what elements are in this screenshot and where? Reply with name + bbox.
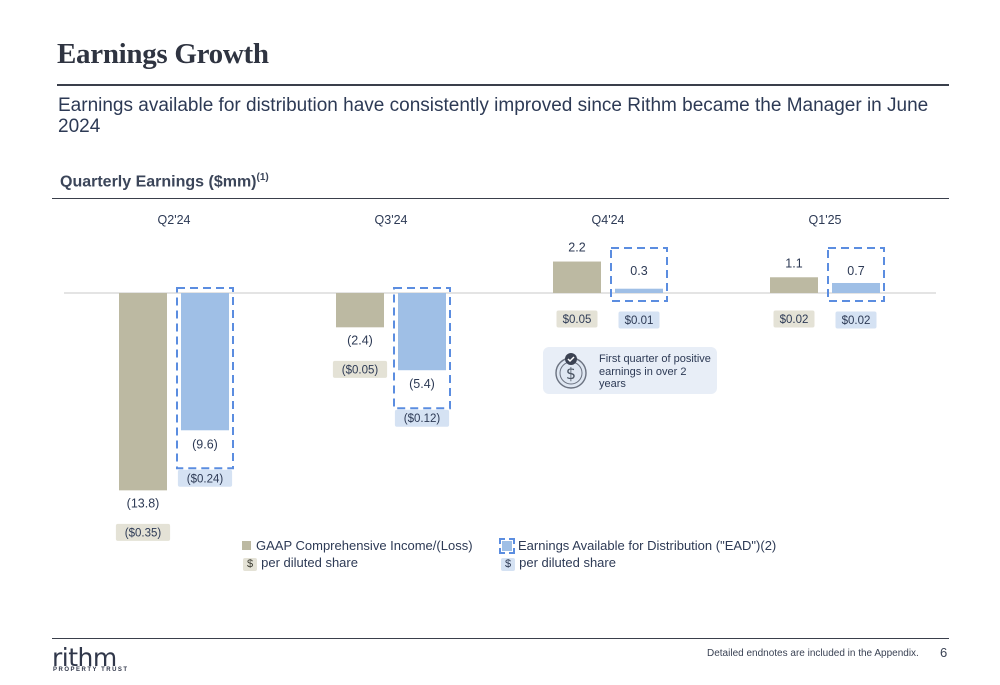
chart-title: Quarterly Earnings ($mm)(1): [60, 172, 269, 191]
legend-ead-row: Earnings Available for Distribution ("EA…: [499, 537, 777, 554]
legend-ead: Earnings Available for Distribution ("EA…: [499, 537, 777, 571]
legend-gaap-dollar: $: [243, 558, 258, 571]
gaap-per-share-label: $0.05: [563, 314, 592, 326]
title-divider: [57, 84, 949, 86]
gaap-value-label: 1.1: [785, 256, 802, 270]
bar-ead: [181, 293, 229, 431]
x-tick-label: Q4'24: [592, 213, 625, 227]
bar-gaap: [119, 293, 167, 491]
gaap-per-share-label-bg: [115, 523, 171, 541]
legend-ead-swatch: [499, 537, 515, 554]
ead-per-share-label: $0.01: [625, 315, 654, 327]
ead-value-label: 0.7: [847, 264, 864, 278]
legend-gaap-share-row: $ per diluted share: [242, 554, 473, 571]
svg-text:$: $: [566, 364, 576, 383]
legend-ead-share-row: $ per diluted share: [500, 554, 776, 571]
dollar-check-icon: $: [555, 353, 587, 389]
page-title: Earnings Growth: [57, 38, 269, 70]
company-logo-subtext: PROPERTY TRUST: [53, 667, 129, 673]
bar-ead: [398, 293, 446, 371]
ead-value-label: (5.4): [409, 377, 435, 391]
gaap-per-share-label: ($0.05): [342, 364, 379, 376]
bar-ead: [832, 282, 880, 293]
gaap-value-label: (2.4): [347, 333, 373, 347]
x-tick-label: Q1'25: [809, 213, 842, 227]
bar-gaap: [770, 277, 818, 293]
quarterly-earnings-chart: Q2'24 (13.8) ($0.35) (9.6) ($0.24) Q3'24 (2.4)…: [64, 213, 936, 541]
ead-highlight-box: [610, 247, 668, 302]
gaap-per-share-label-bg: [332, 360, 388, 378]
legend-ead-label: Earnings Available for Distribution ("EA…: [518, 538, 777, 553]
legend-gaap-row: GAAP Comprehensive Income/(Loss): [242, 537, 473, 554]
x-tick-label: Q3'24: [375, 213, 408, 227]
chart-title-text: Quarterly Earnings ($mm): [60, 173, 257, 191]
gaap-per-share-label-bg: [773, 310, 815, 328]
legend-gaap-share-label: per diluted share: [261, 555, 358, 570]
ead-value-label: (9.6): [192, 437, 218, 451]
callout-text: First quarter of positive earnings in ov…: [599, 353, 711, 390]
legend-gaap-label: GAAP Comprehensive Income/(Loss): [256, 538, 473, 553]
gaap-per-share-label-bg: [556, 310, 598, 328]
ead-highlight-box: [176, 287, 234, 470]
ead-value-label: 0.3: [630, 264, 647, 278]
gaap-per-share-label: $0.02: [780, 314, 809, 326]
chart-divider: [52, 198, 949, 199]
bar-ead: [615, 288, 663, 293]
page-subtitle: Earnings available for distribution have…: [58, 95, 929, 137]
ead-per-share-label-bg: [394, 409, 450, 427]
page-number: 6: [940, 645, 948, 660]
gaap-per-share-label: ($0.35): [125, 527, 162, 539]
ead-highlight-box: [827, 247, 885, 302]
callout-box: $ First quarter of positive earnings in …: [543, 347, 717, 394]
ead-per-share-label-bg: [618, 311, 660, 329]
company-logo: rithm: [52, 643, 117, 672]
ead-per-share-label: $0.02: [842, 315, 871, 327]
gaap-value-label: 2.2: [568, 241, 585, 255]
gaap-value-label: (13.8): [127, 496, 160, 510]
legend-gaap-swatch: [242, 541, 251, 551]
ead-per-share-label-bg: [835, 311, 877, 329]
ead-highlight-box: [393, 287, 451, 410]
legend-ead-dollar: $: [501, 558, 516, 571]
ead-per-share-label-bg: [177, 469, 233, 487]
x-tick-label: Q2'24: [158, 213, 191, 227]
legend-gaap: GAAP Comprehensive Income/(Loss) $ per di…: [242, 537, 473, 571]
footer-divider: [52, 638, 949, 639]
chart-title-note: (1): [256, 172, 269, 183]
footnote: Detailed endnotes are included in the Ap…: [707, 648, 919, 659]
legend-ead-share-label: per diluted share: [519, 555, 616, 570]
bar-gaap: [553, 261, 601, 293]
ead-per-share-label: ($0.12): [404, 413, 441, 425]
ead-per-share-label: ($0.24): [187, 473, 224, 485]
bar-gaap: [336, 293, 384, 328]
